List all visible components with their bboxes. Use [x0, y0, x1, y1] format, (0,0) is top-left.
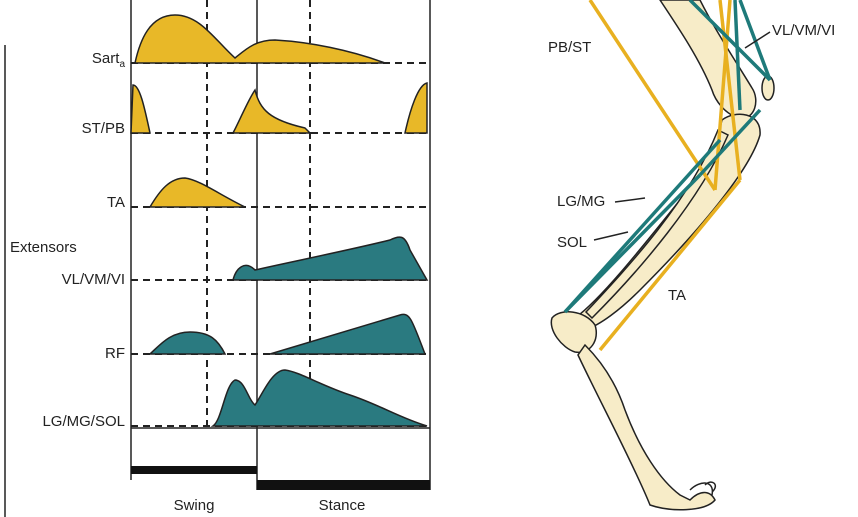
row-label: Sarta [92, 50, 126, 70]
claws [689, 481, 717, 496]
muscle-label: VL/VM/VI [772, 22, 835, 39]
emg-trace [232, 236, 429, 281]
row-label: RF [105, 345, 125, 362]
emg-trace [404, 82, 428, 134]
muscle-label: TA [668, 287, 686, 304]
phase-label: Swing [174, 497, 215, 514]
muscle-line [738, 0, 772, 81]
fibula [584, 128, 729, 320]
muscle-line [563, 138, 722, 314]
muscle-line [698, 108, 762, 177]
heel [550, 311, 597, 354]
emg-trace [148, 331, 227, 355]
row-label: LG/MG/SOL [42, 413, 125, 430]
muscle-line [718, 0, 742, 181]
emg-trace [210, 369, 428, 427]
muscle-line [733, 0, 742, 111]
emg-trace [269, 313, 427, 355]
label-part: Sart [92, 50, 120, 67]
group-label: Extensors [10, 239, 77, 256]
emg-trace [231, 88, 312, 134]
emg-panel: Sarta ST/PB TA Extensors VL/VM/VI RF LG/… [4, 0, 431, 517]
muscle-label: LG/MG [557, 193, 605, 210]
stance-bar [257, 480, 430, 490]
emg-trace [130, 84, 151, 134]
row-label: ST/PB [82, 120, 125, 137]
swing-bar [131, 466, 257, 474]
row-label: TA [107, 194, 125, 211]
muscle-label: PB/ST [548, 39, 591, 56]
muscle-label: SOL [557, 234, 587, 251]
muscle-line [598, 178, 742, 352]
foot [577, 343, 716, 511]
leg-diagram: PB/ST VL/VM/VI LG/MG SOL TA [548, 0, 835, 511]
muscle-line [688, 0, 772, 82]
pointer [593, 231, 629, 241]
row-label: VL/VM/VI [62, 271, 125, 288]
pointer [614, 197, 646, 203]
phase-label: Stance [319, 497, 366, 514]
muscle-line [588, 0, 717, 191]
emg-trace [134, 14, 386, 64]
emg-trace [148, 177, 246, 208]
pointer [744, 31, 771, 49]
label-part: a [119, 59, 125, 70]
